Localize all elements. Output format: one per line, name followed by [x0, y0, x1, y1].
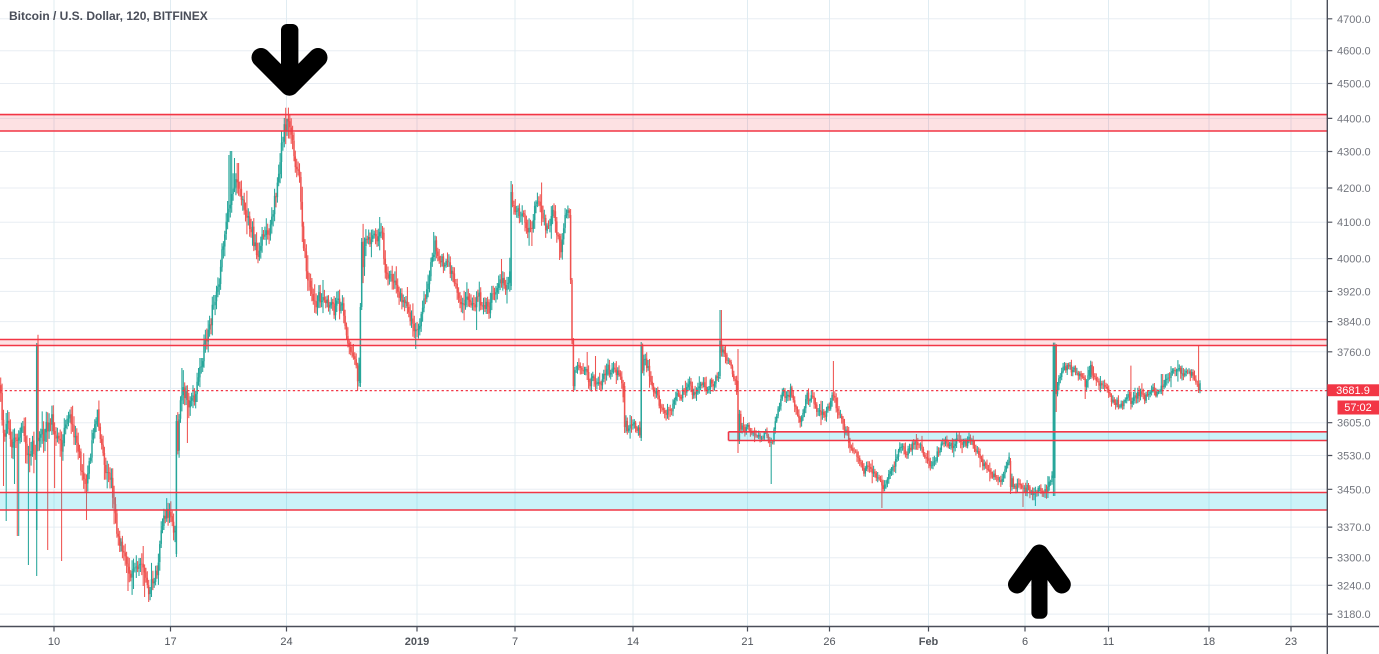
svg-text:Feb: Feb	[919, 636, 939, 648]
svg-text:17: 17	[164, 636, 176, 648]
svg-text:11: 11	[1103, 636, 1114, 648]
svg-text:3920.0: 3920.0	[1337, 286, 1371, 298]
svg-text:23: 23	[1285, 636, 1297, 648]
svg-text:2019: 2019	[405, 636, 429, 648]
svg-text:14: 14	[627, 636, 639, 648]
svg-text:4600.0: 4600.0	[1337, 46, 1371, 58]
svg-text:26: 26	[823, 636, 835, 648]
svg-text:18: 18	[1203, 636, 1215, 648]
svg-text:3840.0: 3840.0	[1337, 317, 1371, 329]
svg-text:3450.0: 3450.0	[1337, 484, 1371, 496]
svg-text:3180.0: 3180.0	[1337, 609, 1371, 621]
svg-text:57:02: 57:02	[1344, 402, 1372, 414]
svg-text:7: 7	[512, 636, 518, 648]
svg-text:4200.0: 4200.0	[1337, 183, 1371, 195]
svg-text:21: 21	[741, 636, 753, 648]
svg-text:3605.0: 3605.0	[1337, 418, 1371, 430]
svg-text:6: 6	[1022, 636, 1028, 648]
svg-text:10: 10	[48, 636, 60, 648]
svg-text:3240.0: 3240.0	[1337, 580, 1371, 592]
svg-text:4400.0: 4400.0	[1337, 113, 1371, 125]
svg-text:4300.0: 4300.0	[1337, 147, 1371, 159]
svg-text:3681.9: 3681.9	[1336, 385, 1370, 397]
svg-text:3370.0: 3370.0	[1337, 522, 1371, 534]
svg-text:4100.0: 4100.0	[1337, 217, 1371, 229]
svg-text:4000.0: 4000.0	[1337, 254, 1371, 266]
svg-text:4500.0: 4500.0	[1337, 79, 1371, 91]
svg-text:24: 24	[280, 636, 292, 648]
svg-text:4700.0: 4700.0	[1337, 14, 1371, 26]
svg-text:3300.0: 3300.0	[1337, 553, 1371, 565]
svg-text:Bitcoin / U.S. Dollar, 120, BI: Bitcoin / U.S. Dollar, 120, BITFINEX	[9, 9, 208, 23]
svg-text:3760.0: 3760.0	[1337, 347, 1371, 359]
svg-text:3530.0: 3530.0	[1337, 451, 1371, 463]
